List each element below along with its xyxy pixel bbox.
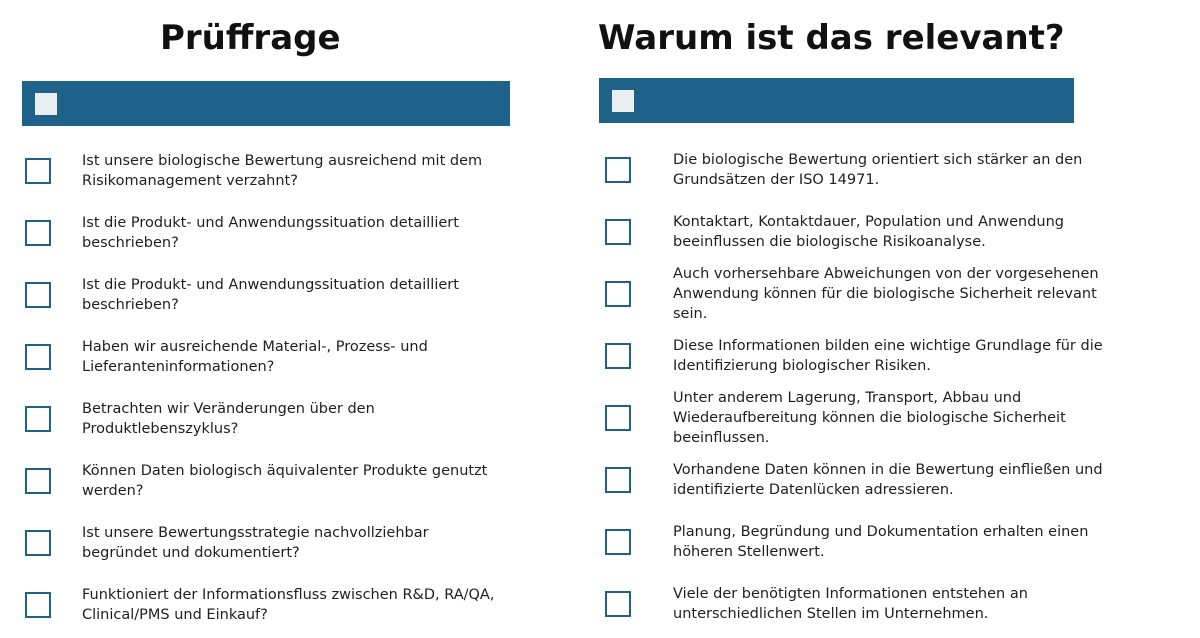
checkbox[interactable] <box>25 220 51 246</box>
relevance-item: Planung, Begründung und Dokumentation er… <box>605 512 1165 572</box>
question-text: Ist unsere biologische Bewertung ausreic… <box>82 153 483 189</box>
checkbox[interactable] <box>25 158 51 184</box>
relevance-text: Planung, Begründung und Dokumentation er… <box>673 524 1089 560</box>
question-text: Funktioniert der Informationsfluss zwisc… <box>82 587 495 623</box>
question-item: Haben wir ausreichende Material-, Prozes… <box>25 327 545 387</box>
question-text: Können Daten biologisch äquivalenter Pro… <box>82 463 488 499</box>
question-item: Betrachten wir Veränderungen über den Pr… <box>25 389 545 449</box>
question-item: Ist die Produkt- und Anwendungssituation… <box>25 265 545 325</box>
question-text: Ist die Produkt- und Anwendungssituation… <box>82 215 459 251</box>
checkbox[interactable] <box>605 591 631 617</box>
relevance-text: Die biologische Bewertung orientiert sic… <box>673 152 1083 188</box>
relevance-item: Auch vorhersehbare Abweichungen von der … <box>605 264 1165 324</box>
relevance-text: Viele der benötigten Informationen entst… <box>673 586 1028 622</box>
question-item: Ist unsere biologische Bewertung ausreic… <box>25 141 545 201</box>
relevance-item: Viele der benötigten Informationen entst… <box>605 574 1165 634</box>
question-text: Haben wir ausreichende Material-, Prozes… <box>82 339 428 375</box>
relevance-text: Vorhandene Daten können in die Bewertung… <box>673 462 1103 498</box>
checkbox[interactable] <box>605 281 631 307</box>
question-item: Ist unsere Bewertungsstrategie nachvollz… <box>25 513 545 573</box>
question-item: Ist die Produkt- und Anwendungssituation… <box>25 203 545 263</box>
relevance-text: Unter anderem Lagerung, Transport, Abbau… <box>673 390 1066 446</box>
relevance-item: Unter anderem Lagerung, Transport, Abbau… <box>605 388 1165 448</box>
checkbox[interactable] <box>605 343 631 369</box>
checkbox[interactable] <box>25 592 51 618</box>
relevance-text: Kontaktart, Kontaktdauer, Population und… <box>673 214 1064 250</box>
question-item: Funktioniert der Informationsfluss zwisc… <box>25 575 545 635</box>
right-column-heading: Warum ist das relevant? <box>598 18 1065 58</box>
relevance-item: Kontaktart, Kontaktdauer, Population und… <box>605 202 1165 262</box>
relevance-text: Auch vorhersehbare Abweichungen von der … <box>673 266 1099 322</box>
right-header-bar <box>599 78 1074 123</box>
checkbox[interactable] <box>605 467 631 493</box>
left-column-heading: Prüffrage <box>160 18 341 58</box>
relevance-item: Vorhandene Daten können in die Bewertung… <box>605 450 1165 510</box>
header-checkbox-icon <box>35 93 57 115</box>
question-text: Betrachten wir Veränderungen über den Pr… <box>82 401 375 437</box>
checkbox[interactable] <box>25 530 51 556</box>
checkbox[interactable] <box>605 219 631 245</box>
question-text: Ist die Produkt- und Anwendungssituation… <box>82 277 459 313</box>
relevance-item: Diese Informationen bilden eine wichtige… <box>605 326 1165 386</box>
checkbox[interactable] <box>25 344 51 370</box>
relevance-item: Die biologische Bewertung orientiert sic… <box>605 140 1165 200</box>
question-text: Ist unsere Bewertungsstrategie nachvollz… <box>82 525 429 561</box>
checkbox[interactable] <box>605 157 631 183</box>
relevance-text: Diese Informationen bilden eine wichtige… <box>673 338 1103 374</box>
checkbox[interactable] <box>25 406 51 432</box>
checkbox[interactable] <box>25 282 51 308</box>
left-header-bar <box>22 81 510 126</box>
checkbox[interactable] <box>25 468 51 494</box>
header-checkbox-icon <box>612 90 634 112</box>
checkbox[interactable] <box>605 405 631 431</box>
checkbox[interactable] <box>605 529 631 555</box>
question-item: Können Daten biologisch äquivalenter Pro… <box>25 451 545 511</box>
